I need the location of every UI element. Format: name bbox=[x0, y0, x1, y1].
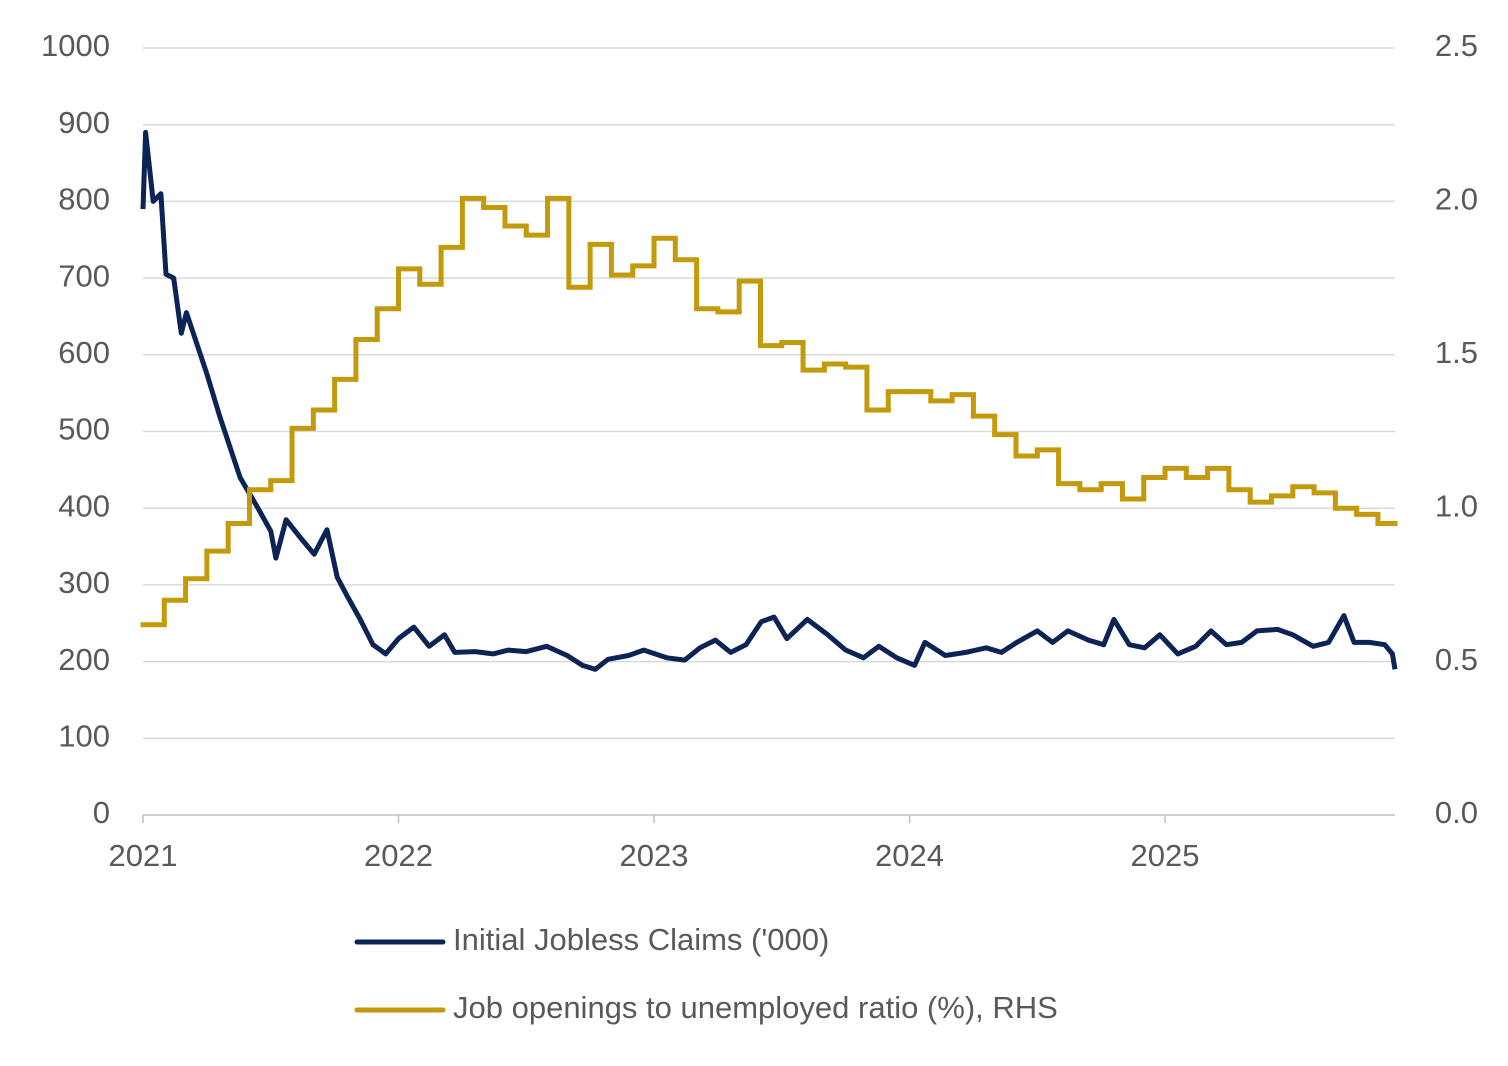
y-tick-label: 1000 bbox=[41, 28, 110, 63]
y-tick-label: 400 bbox=[58, 488, 110, 523]
line bbox=[140, 129, 1398, 672]
legend-label: Initial Jobless Claims ('000) bbox=[453, 922, 829, 957]
y-tick-label: 600 bbox=[58, 335, 110, 370]
y2-tick-label: 0.5 bbox=[1435, 642, 1478, 677]
y-tick-label: 300 bbox=[58, 565, 110, 600]
x-tick-label: 2025 bbox=[1131, 838, 1200, 873]
legend-label: Job openings to unemployed ratio (%), RH… bbox=[453, 990, 1058, 1025]
y-tick-label: 500 bbox=[58, 412, 110, 447]
x-tick-label: 2022 bbox=[364, 838, 433, 873]
y2-tick-label: 1.5 bbox=[1435, 335, 1478, 370]
y2-tick-label: 0.0 bbox=[1435, 795, 1478, 830]
x-tick-label: 2024 bbox=[875, 838, 944, 873]
y-tick-label: 200 bbox=[58, 642, 110, 677]
y2-tick-label: 2.5 bbox=[1435, 28, 1478, 63]
y-tick-label: 700 bbox=[58, 258, 110, 293]
y-tick-label: 800 bbox=[58, 182, 110, 217]
y-tick-label: 900 bbox=[58, 105, 110, 140]
y2-tick-label: 2.0 bbox=[1435, 182, 1478, 217]
x-tick-label: 2021 bbox=[109, 838, 178, 873]
y2-tick-label: 1.0 bbox=[1435, 488, 1478, 523]
x-tick-label: 2023 bbox=[620, 838, 689, 873]
y-tick-label: 100 bbox=[58, 718, 110, 753]
y-tick-label: 0 bbox=[93, 795, 110, 830]
